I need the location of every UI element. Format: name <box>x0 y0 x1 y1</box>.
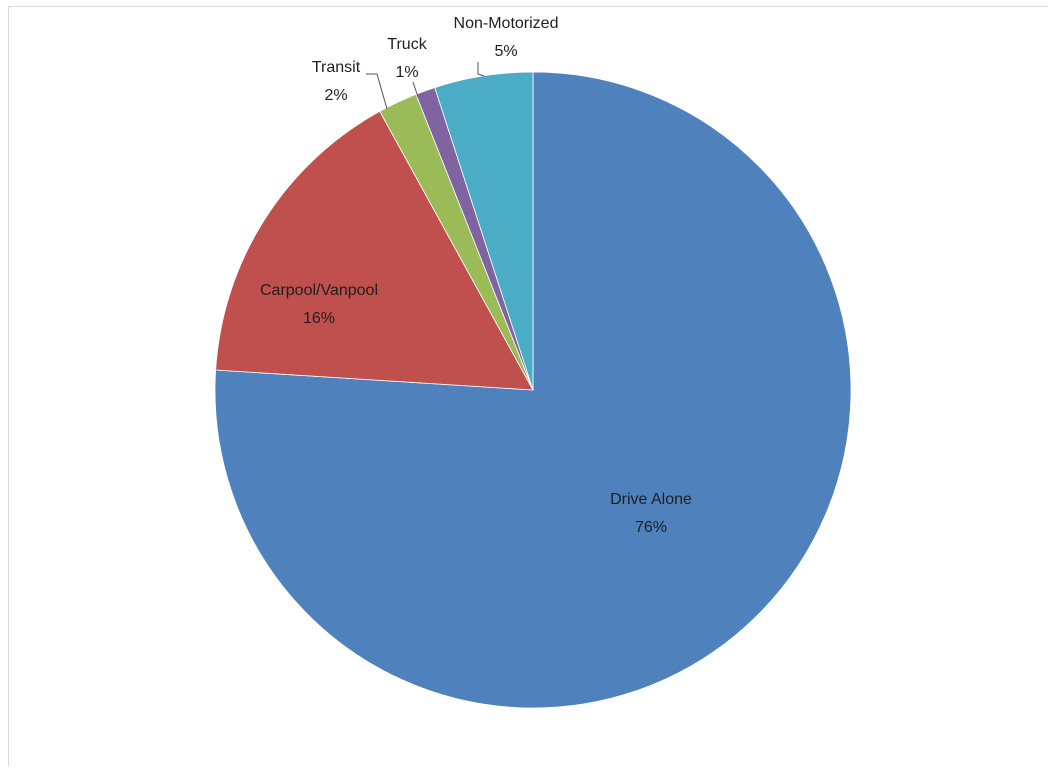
leader-line-non-motorized <box>477 62 485 77</box>
leader-line-truck <box>412 81 419 98</box>
slice-label-truck: Truck 1% <box>387 36 427 81</box>
slice-label-transit: Transit 2% <box>312 59 361 104</box>
pie-slice-carpool-vanpool <box>215 110 534 391</box>
slice-label-non-motorized: Non-Motorized 5% <box>454 15 559 60</box>
slice-label-carpool-vanpool: Carpool/Vanpool 16% <box>260 282 378 327</box>
leader-line-transit <box>366 73 388 110</box>
leader-lines <box>366 62 485 110</box>
slice-label-drive-alone: Drive Alone 76% <box>610 491 692 536</box>
chart-frame <box>8 6 1048 766</box>
slice-labels: Drive Alone 76% Carpool/Vanpool 16% Transit 2… <box>260 15 692 536</box>
pie-slices <box>214 71 852 709</box>
